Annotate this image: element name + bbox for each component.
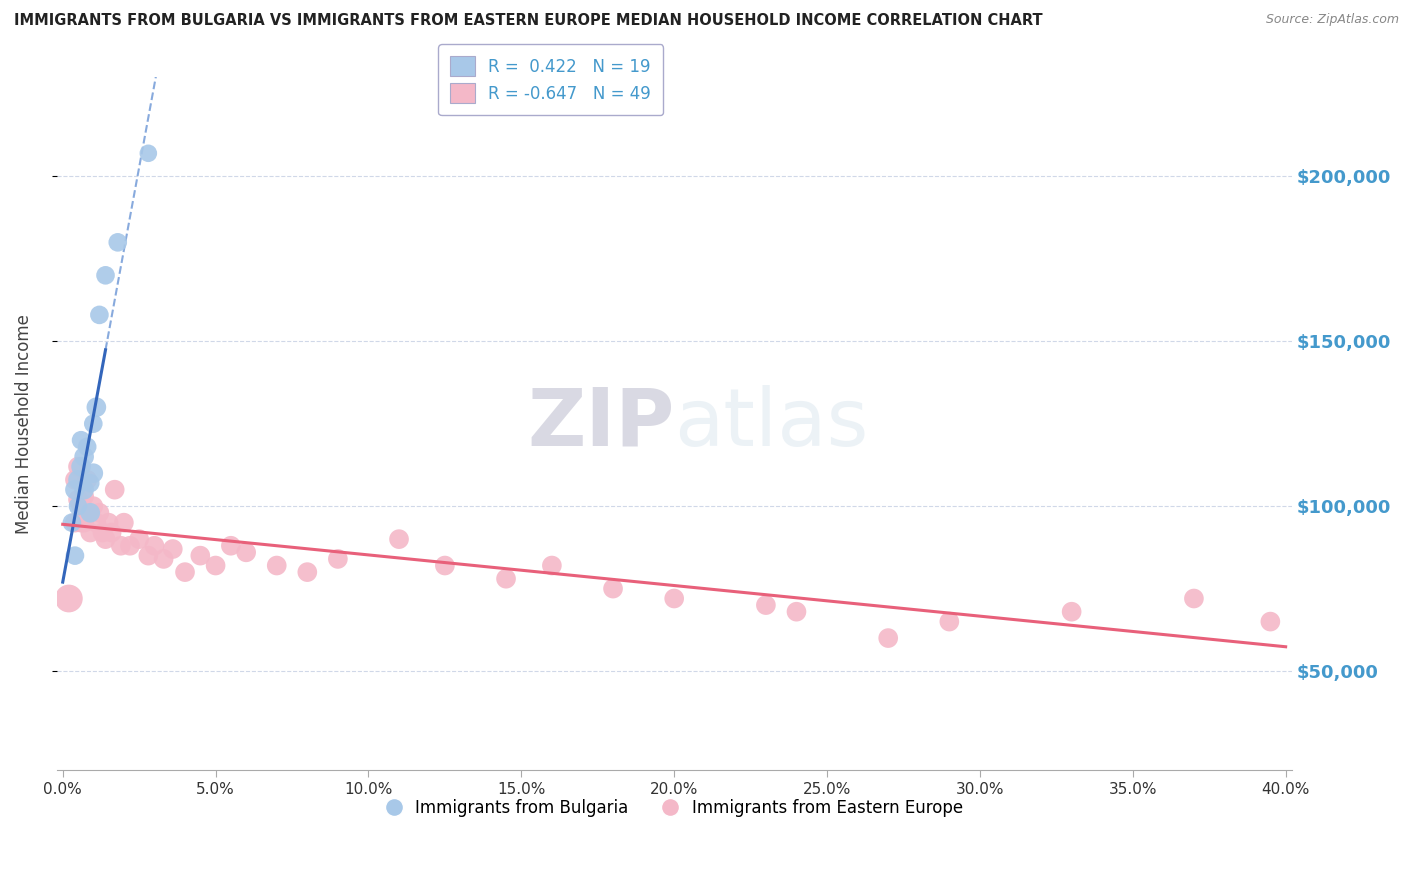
Point <box>136 146 159 161</box>
Point <box>76 440 98 454</box>
Point <box>188 549 211 563</box>
Point <box>143 539 166 553</box>
Point <box>755 598 778 612</box>
Point <box>63 483 86 497</box>
Point <box>76 473 98 487</box>
Point <box>79 476 101 491</box>
Point <box>82 499 104 513</box>
Point <box>97 516 120 530</box>
Point <box>86 401 108 415</box>
Text: ZIP: ZIP <box>527 384 675 463</box>
Point <box>118 539 141 553</box>
Point <box>66 473 89 487</box>
Point <box>110 539 132 553</box>
Point <box>162 542 184 557</box>
Point <box>60 516 83 530</box>
Text: IMMIGRANTS FROM BULGARIA VS IMMIGRANTS FROM EASTERN EUROPE MEDIAN HOUSEHOLD INCO: IMMIGRANTS FROM BULGARIA VS IMMIGRANTS F… <box>14 13 1043 29</box>
Point <box>63 516 86 530</box>
Point <box>70 434 93 448</box>
Point <box>107 235 129 250</box>
Point <box>73 483 96 497</box>
Point <box>66 492 89 507</box>
Point <box>326 552 349 566</box>
Point <box>82 417 104 431</box>
Point <box>76 506 98 520</box>
Point <box>70 516 93 530</box>
Point <box>664 591 686 606</box>
Point <box>66 499 89 513</box>
Point <box>877 631 900 645</box>
Point <box>89 506 111 520</box>
Point <box>100 525 122 540</box>
Point <box>94 268 117 283</box>
Point <box>297 565 319 579</box>
Point <box>104 483 127 497</box>
Point <box>495 572 517 586</box>
Point <box>938 615 960 629</box>
Point <box>86 516 108 530</box>
Point <box>204 558 226 573</box>
Y-axis label: Median Household Income: Median Household Income <box>15 314 32 533</box>
Point <box>63 473 86 487</box>
Point <box>70 499 93 513</box>
Point <box>219 539 242 553</box>
Point <box>266 558 288 573</box>
Point <box>63 549 86 563</box>
Point <box>388 532 411 546</box>
Point <box>602 582 624 596</box>
Point <box>66 459 89 474</box>
Point <box>89 308 111 322</box>
Point <box>73 450 96 464</box>
Point <box>235 545 257 559</box>
Point <box>541 558 564 573</box>
Point <box>433 558 456 573</box>
Point <box>73 489 96 503</box>
Text: atlas: atlas <box>675 384 869 463</box>
Point <box>94 532 117 546</box>
Point <box>1182 591 1205 606</box>
Point <box>112 516 135 530</box>
Point <box>82 466 104 480</box>
Point <box>1260 615 1282 629</box>
Point <box>785 605 807 619</box>
Point <box>136 549 159 563</box>
Point <box>70 459 93 474</box>
Point <box>1060 605 1083 619</box>
Point <box>58 591 80 606</box>
Point <box>79 506 101 520</box>
Point <box>79 525 101 540</box>
Point <box>128 532 150 546</box>
Text: Source: ZipAtlas.com: Source: ZipAtlas.com <box>1265 13 1399 27</box>
Point <box>174 565 197 579</box>
Point <box>91 525 114 540</box>
Point <box>152 552 174 566</box>
Legend: Immigrants from Bulgaria, Immigrants from Eastern Europe: Immigrants from Bulgaria, Immigrants fro… <box>378 793 970 824</box>
Point <box>73 516 96 530</box>
